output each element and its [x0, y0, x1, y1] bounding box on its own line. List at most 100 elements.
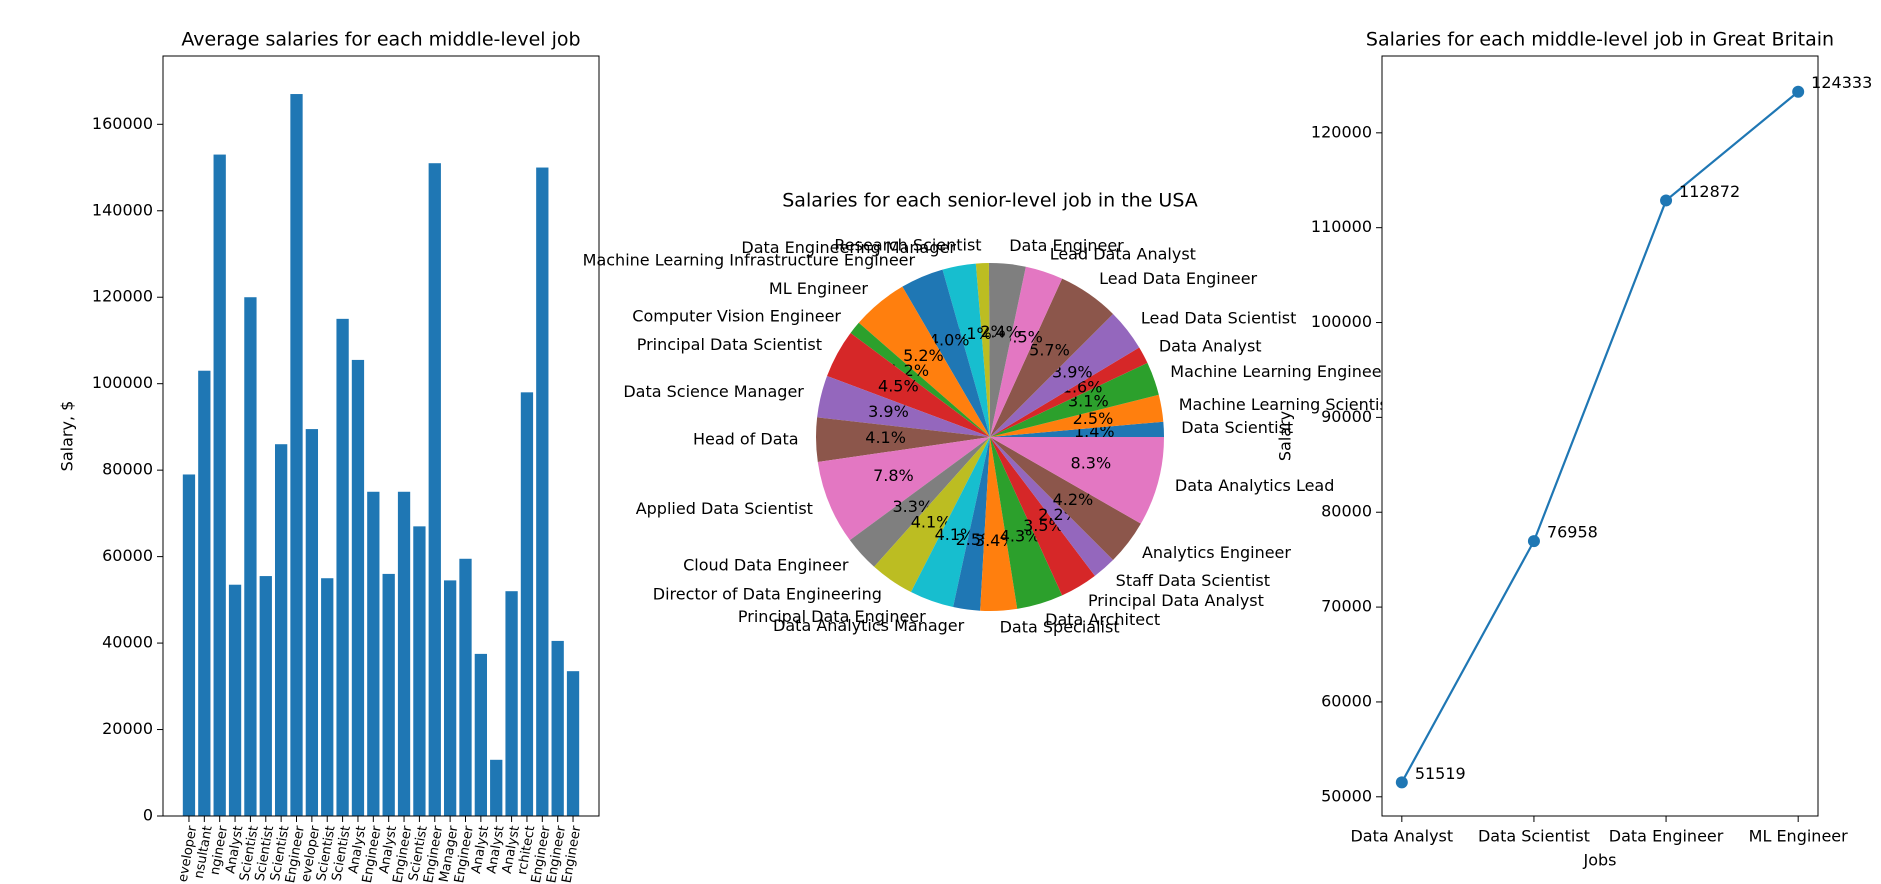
pie-slice	[980, 437, 1018, 611]
y-tick-label: 100000	[92, 373, 153, 392]
slice-label: Research Scientist	[834, 235, 981, 254]
slice-label: Applied Data Scientist	[636, 499, 813, 518]
pie-slice	[990, 266, 1063, 437]
slice-percent: 3.9%	[1052, 362, 1093, 381]
bar	[321, 578, 334, 816]
bar	[382, 573, 395, 816]
y-tick-label: 110000	[1311, 217, 1372, 236]
slice-label: Staff Data Scientist	[1116, 571, 1270, 590]
bar	[182, 474, 196, 816]
pie-slice	[874, 437, 990, 593]
line	[1400, 90, 1799, 783]
bar	[490, 759, 503, 816]
slice-percent: 4.3%	[1000, 526, 1041, 545]
pie-slice	[953, 437, 990, 611]
slice-label: Principal Data Analyst	[1088, 591, 1264, 610]
pie-slice	[990, 437, 1114, 576]
bar	[566, 671, 580, 816]
slice-percent: 3.4%	[975, 531, 1016, 550]
slice-label: Machine Learning Scientist	[1179, 395, 1394, 414]
slice-percent: 4.0%	[929, 330, 970, 349]
pie-slice	[850, 322, 990, 437]
slice-percent: 3.3%	[892, 497, 933, 516]
y-tick-label: 40000	[102, 633, 153, 652]
y-tick-label: 20000	[102, 719, 153, 738]
bar	[213, 154, 226, 817]
pie-slice	[990, 421, 1164, 437]
slice-percent: 5.2%	[903, 346, 944, 365]
x-tick-label: Data Engineer	[1609, 827, 1724, 846]
pie-slice	[990, 437, 1164, 524]
y-tick-label: 80000	[1321, 502, 1372, 521]
y-tick-label: 90000	[1321, 407, 1372, 426]
bar	[443, 580, 457, 816]
bar	[198, 370, 211, 816]
pie-slice	[911, 437, 990, 608]
slice-percent: 4.1%	[911, 513, 952, 532]
bar	[536, 167, 549, 817]
slice-percent: 3.1%	[1068, 391, 1109, 410]
data-label: 76958	[1547, 523, 1598, 542]
y-tick-label: 50000	[1321, 786, 1372, 805]
slice-percent: 5.7%	[1029, 341, 1070, 360]
slice-label: Principal Data Scientist	[637, 335, 822, 354]
slice-label: Director of Data Engineering	[653, 584, 882, 603]
slice-label: Data Engineer	[1009, 236, 1124, 255]
pie-slice	[990, 347, 1148, 437]
marker	[1660, 194, 1673, 207]
bar	[397, 491, 411, 816]
slice-percent: 2.5%	[1073, 409, 1114, 428]
data-label: 51519	[1415, 764, 1466, 783]
pie-slice	[827, 332, 990, 437]
slice-label: Data Analytics Manager	[773, 616, 965, 635]
slice-label: ML Engineer	[769, 279, 868, 298]
y-tick-label: 0	[143, 806, 153, 825]
bar	[459, 558, 472, 816]
bar	[336, 318, 349, 816]
pie-slice	[817, 376, 990, 437]
y-axis-label: Salary, $	[58, 401, 77, 472]
bar	[505, 591, 518, 816]
slice-label: Cloud Data Engineer	[683, 555, 849, 574]
y-tick-label: 60000	[102, 546, 153, 565]
pie-slice	[858, 286, 990, 437]
slice-label: Lead Data Analyst	[1050, 245, 1196, 264]
y-tick-label: 120000	[1311, 122, 1372, 141]
slice-percent: 4.1%	[935, 525, 976, 544]
x-tick-label: Data Scientist	[1478, 827, 1590, 846]
chart-title: Average salaries for each middle-level j…	[181, 29, 580, 51]
bar	[290, 94, 303, 817]
pie-slice	[817, 437, 990, 541]
plot-background	[1382, 56, 1818, 816]
bar	[244, 297, 257, 817]
slice-percent: 3.5%	[1002, 327, 1043, 346]
marker	[1792, 85, 1805, 98]
slice-label: Data Engineering Manager	[741, 238, 956, 257]
pie-slice	[990, 437, 1095, 596]
chart-title: Salaries for each middle-level job in Gr…	[1366, 29, 1834, 51]
pie-slice	[902, 269, 990, 437]
slice-label: Data Scientist	[1181, 418, 1293, 437]
slice-percent: 4.5%	[878, 376, 919, 395]
bar	[551, 640, 564, 816]
y-tick-label: 70000	[1321, 597, 1372, 616]
slice-label: Data Analyst	[1159, 336, 1262, 355]
bar	[520, 392, 534, 816]
y-tick-label: 160000	[92, 114, 153, 133]
x-tick-label: ML Engineer	[1749, 827, 1848, 846]
bar	[305, 429, 319, 816]
slice-percent: 7.8%	[873, 466, 914, 485]
pie-slice	[849, 437, 990, 567]
slice-label: Analytics Engineer	[1142, 543, 1291, 562]
marker	[1527, 535, 1540, 548]
slice-percent: 4.2%	[1053, 490, 1094, 509]
x-tick-label: Data Analyst	[1350, 827, 1453, 846]
pie-slice	[942, 263, 990, 437]
slice-label: Data Science Manager	[623, 382, 804, 401]
plot-frame	[162, 55, 600, 817]
pie-slice	[990, 313, 1140, 437]
slice-percent: 4.1%	[865, 428, 906, 447]
chart-title: Salaries for each senior-level job in th…	[782, 190, 1197, 212]
slice-percent: 3.4%	[980, 323, 1021, 342]
